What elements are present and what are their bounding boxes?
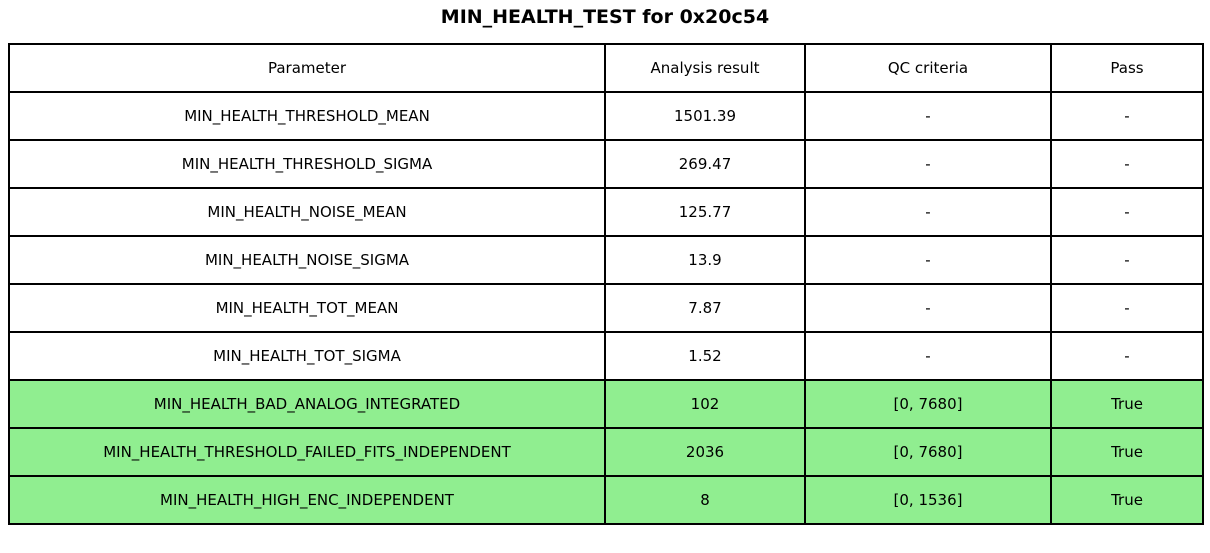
column-header-analysis-result: Analysis result xyxy=(604,43,806,93)
table-row: MIN_HEALTH_THRESHOLD_MEAN 1501.39 - - xyxy=(8,91,1204,141)
cell-pass: True xyxy=(1050,475,1204,525)
cell-qc-criteria: [0, 7680] xyxy=(804,379,1052,429)
cell-qc-criteria: [0, 1536] xyxy=(804,475,1052,525)
cell-pass: - xyxy=(1050,283,1204,333)
cell-qc-criteria: [0, 7680] xyxy=(804,427,1052,477)
cell-pass: True xyxy=(1050,379,1204,429)
cell-analysis-result: 13.9 xyxy=(604,235,806,285)
cell-pass: - xyxy=(1050,235,1204,285)
cell-parameter: MIN_HEALTH_HIGH_ENC_INDEPENDENT xyxy=(8,475,606,525)
cell-parameter: MIN_HEALTH_BAD_ANALOG_INTEGRATED xyxy=(8,379,606,429)
qc-results-table: Parameter Analysis result QC criteria Pa… xyxy=(8,43,1204,525)
cell-qc-criteria: - xyxy=(804,331,1052,381)
table-row: MIN_HEALTH_THRESHOLD_FAILED_FITS_INDEPEN… xyxy=(8,427,1204,477)
cell-analysis-result: 1.52 xyxy=(604,331,806,381)
cell-pass: - xyxy=(1050,331,1204,381)
cell-analysis-result: 7.87 xyxy=(604,283,806,333)
table-row: MIN_HEALTH_HIGH_ENC_INDEPENDENT 8 [0, 15… xyxy=(8,475,1204,525)
table-row: MIN_HEALTH_TOT_MEAN 7.87 - - xyxy=(8,283,1204,333)
cell-pass: True xyxy=(1050,427,1204,477)
cell-analysis-result: 8 xyxy=(604,475,806,525)
cell-parameter: MIN_HEALTH_NOISE_MEAN xyxy=(8,187,606,237)
table-row: MIN_HEALTH_NOISE_MEAN 125.77 - - xyxy=(8,187,1204,237)
cell-qc-criteria: - xyxy=(804,283,1052,333)
cell-pass: - xyxy=(1050,139,1204,189)
table-header: Parameter Analysis result QC criteria Pa… xyxy=(8,43,1204,93)
cell-analysis-result: 125.77 xyxy=(604,187,806,237)
table-row: MIN_HEALTH_TOT_SIGMA 1.52 - - xyxy=(8,331,1204,381)
table-row: MIN_HEALTH_NOISE_SIGMA 13.9 - - xyxy=(8,235,1204,285)
cell-analysis-result: 269.47 xyxy=(604,139,806,189)
table-row: MIN_HEALTH_BAD_ANALOG_INTEGRATED 102 [0,… xyxy=(8,379,1204,429)
column-header-qc-criteria: QC criteria xyxy=(804,43,1052,93)
column-header-parameter: Parameter xyxy=(8,43,606,93)
column-header-pass: Pass xyxy=(1050,43,1204,93)
cell-qc-criteria: - xyxy=(804,187,1052,237)
cell-pass: - xyxy=(1050,187,1204,237)
cell-parameter: MIN_HEALTH_NOISE_SIGMA xyxy=(8,235,606,285)
cell-parameter: MIN_HEALTH_THRESHOLD_MEAN xyxy=(8,91,606,141)
cell-analysis-result: 102 xyxy=(604,379,806,429)
cell-qc-criteria: - xyxy=(804,91,1052,141)
cell-pass: - xyxy=(1050,91,1204,141)
cell-parameter: MIN_HEALTH_TOT_MEAN xyxy=(8,283,606,333)
header-row: Parameter Analysis result QC criteria Pa… xyxy=(8,43,1204,93)
cell-analysis-result: 2036 xyxy=(604,427,806,477)
cell-qc-criteria: - xyxy=(804,235,1052,285)
page-title: MIN_HEALTH_TEST for 0x20c54 xyxy=(440,6,770,28)
table-row: MIN_HEALTH_THRESHOLD_SIGMA 269.47 - - xyxy=(8,139,1204,189)
cell-parameter: MIN_HEALTH_THRESHOLD_FAILED_FITS_INDEPEN… xyxy=(8,427,606,477)
cell-parameter: MIN_HEALTH_THRESHOLD_SIGMA xyxy=(8,139,606,189)
cell-analysis-result: 1501.39 xyxy=(604,91,806,141)
cell-qc-criteria: - xyxy=(804,139,1052,189)
table-body: MIN_HEALTH_THRESHOLD_MEAN 1501.39 - - MI… xyxy=(8,91,1204,525)
cell-parameter: MIN_HEALTH_TOT_SIGMA xyxy=(8,331,606,381)
